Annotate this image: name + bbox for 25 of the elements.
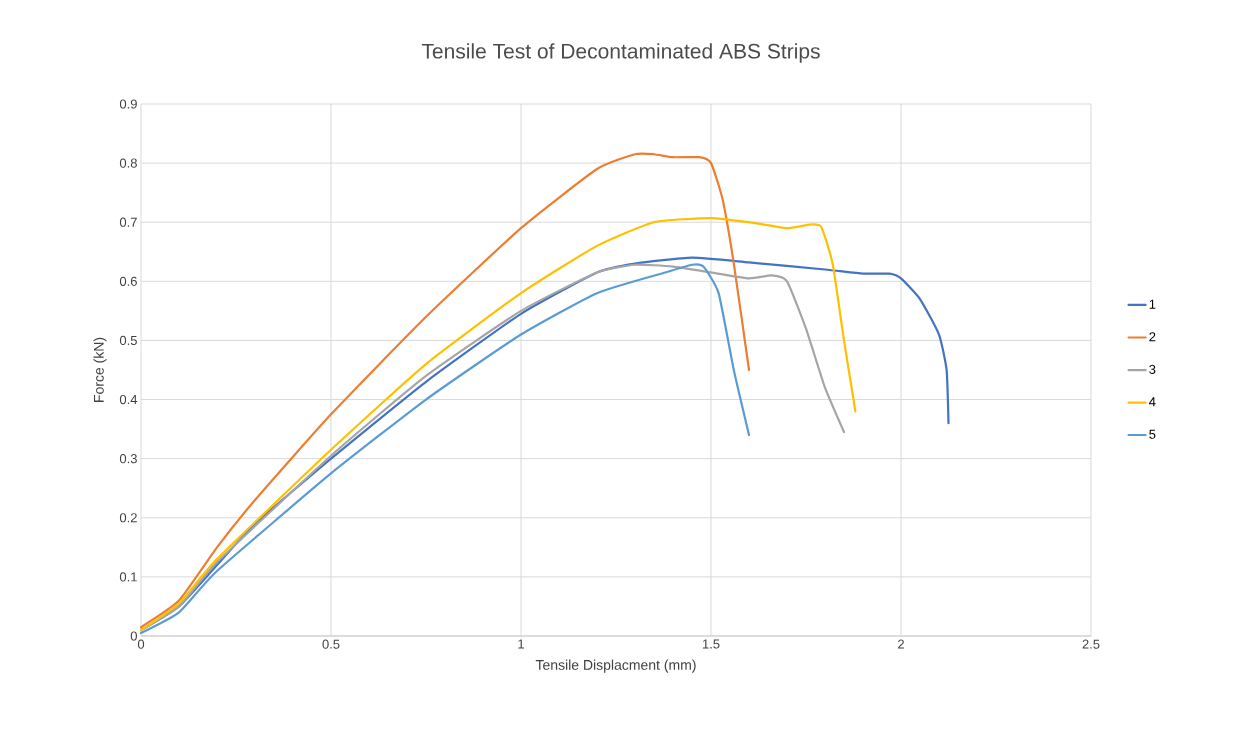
y-tick-label: 0.4 [119,394,138,405]
y-tick-label: 0.7 [119,217,137,227]
y-axis-title: Force (kN) [93,337,107,402]
y-tick-label: 0 [130,631,137,641]
x-tick-label: 1.5 [702,639,720,649]
x-tick-label: 1 [518,639,524,649]
line-series [139,152,751,629]
legend-label: 3 [1149,364,1156,374]
x-tick-label: 0.5 [322,639,340,649]
legend-label: 5 [1149,429,1156,439]
y-tick-label: 0.3 [119,454,137,464]
legend-label: 2 [1149,332,1156,342]
y-tick-label: 0.8 [119,158,137,168]
x-tick-label: 2.5 [1082,639,1100,649]
x-tick-label: 0 [137,639,145,649]
x-tick-label: 2 [898,639,904,649]
x-axis-title: Tensile Displacment (mm) [535,659,696,673]
y-tick-label: 0.2 [119,513,137,523]
y-tick-label: 0.6 [119,276,137,286]
chart-title: Tensile Test of Decontaminated ABS Strips [421,43,820,63]
y-tick-label: 0.1 [119,572,137,582]
legend-label: 1 [1149,299,1156,309]
y-tick-label: 0.5 [119,335,137,346]
y-tick-label: 0.9 [119,99,137,109]
legend-label: 4 [1149,397,1156,407]
